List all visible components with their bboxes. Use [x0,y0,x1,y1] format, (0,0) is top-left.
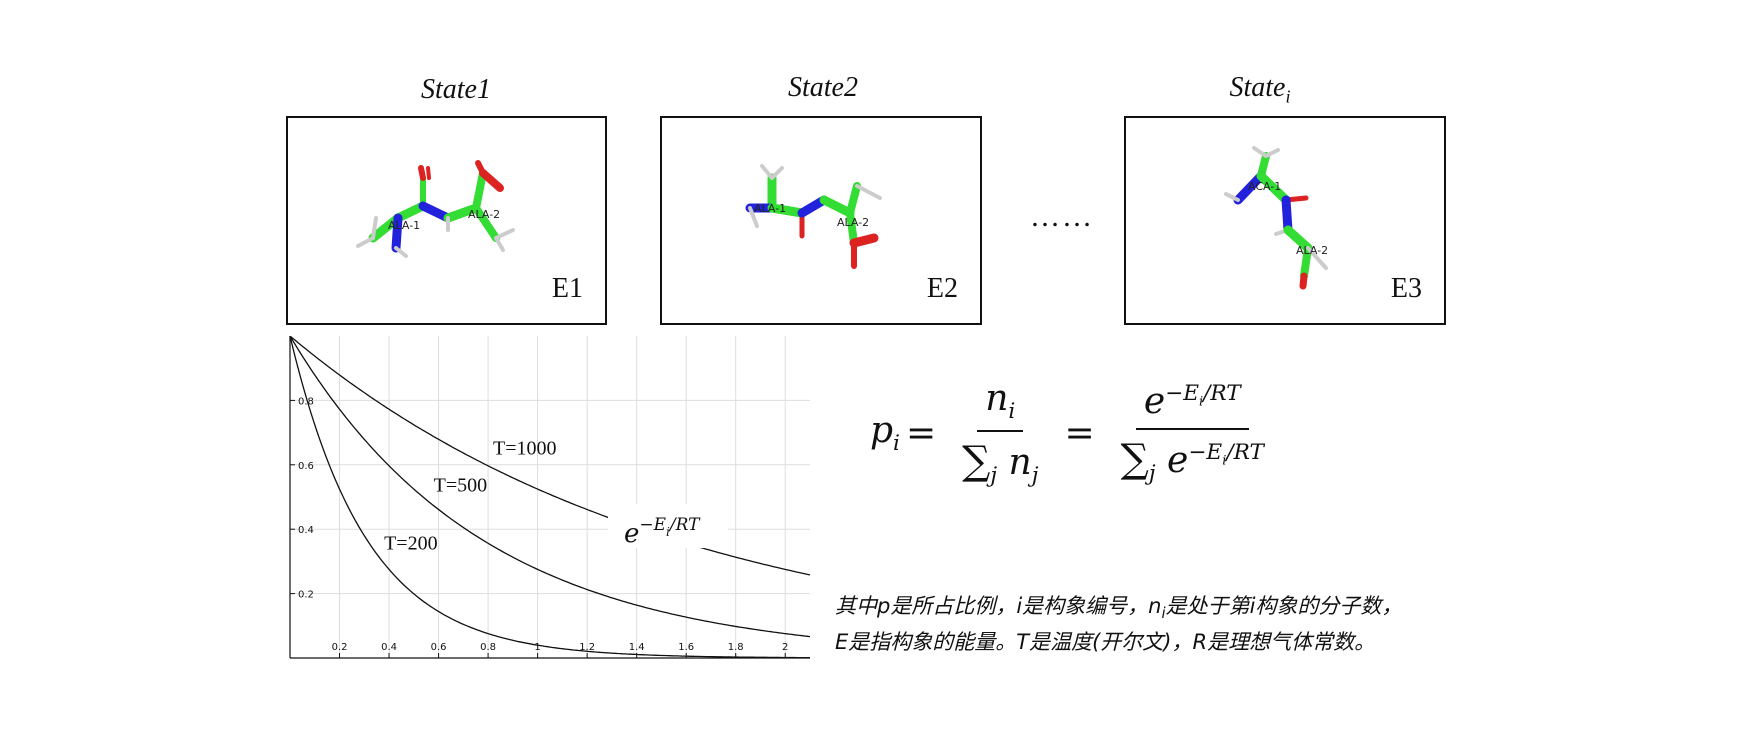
residue-label-ala2: ALA-2 [1296,244,1328,257]
state2-title-text: State2 [788,72,858,103]
state1-box: ALA-1 ALA-2 E1 [286,116,607,325]
plot-grid [290,336,810,658]
x-tick-label: 0.2 [332,642,348,653]
x-tick-label: 1 [534,642,540,653]
statei-title-sub: i [1285,86,1291,107]
plot-axes [289,336,810,659]
boltzmann-plot: 0.2 0.4 0.6 0.8 1 1.2 1.4 1.6 1.8 2 0.2 0.4 0.6 0.8 T… [289,336,811,659]
annotation-bg [608,504,728,548]
x-tick-label: 2 [782,642,788,653]
formula-fraction-counts: ni ∑j nj [954,378,1046,488]
formula-equals-1: = [905,412,937,454]
state1-title-text: State1 [421,74,491,105]
residue-label-ala2: ALA-2 [837,216,869,229]
energy-label-e3: E3 [1390,273,1422,304]
series-label-t-1000: T=1000 [493,437,557,459]
statei-title: Statei [1160,72,1360,108]
statei-title-text: State [1229,72,1286,103]
state2-title: State2 [723,72,923,104]
caption: 其中p是所占比例，i是构象编号，ni是处于第i构象的分子数， E是指构象的能量。… [835,592,1402,656]
fraction-denominator-exp: ∑j e−Ei/RT [1120,435,1264,486]
x-tick-label: 1.4 [629,642,645,653]
y-tick-label: 0.6 [298,461,314,472]
energy-label-e1: E1 [551,273,583,304]
formula-equals-2: = [1064,412,1095,454]
y-tick-label: 0.8 [298,396,314,407]
fraction-numerator-exp: e−Ei/RT [1135,381,1249,430]
x-tick-label: 0.4 [381,642,397,653]
x-tick-label: 0.8 [480,642,496,653]
formula-lhs: pi [870,410,900,457]
plot-curves [289,336,811,659]
series-label-t-500: T=500 [434,475,488,497]
fraction-denominator: ∑j nj [962,438,1039,489]
x-tick-label: 1.2 [579,642,595,653]
curve-t-200 [289,336,810,659]
series-label-t-200: T=200 [384,532,438,554]
x-tick-label: 1.6 [678,642,694,653]
residue-label-ala1: ALA-1 [388,219,420,232]
curve-t-500 [289,336,811,638]
plot-ticks: 0.2 0.4 0.6 0.8 1 1.2 1.4 1.6 1.8 2 0.2 0.4 0.6 0.8 [290,396,788,658]
y-tick-label: 0.4 [298,525,314,536]
molecule-state1: ALA-1 ALA-2 [356,160,515,258]
x-tick-label: 1.8 [728,642,744,653]
molecule-statei: ACA-1 ALA-2 [1224,146,1328,290]
curve-t-1000 [289,336,811,576]
residue-label-ala2: ALA-2 [468,208,500,221]
state1-title: State1 [356,74,556,106]
boltzmann-formula: pi = ni ∑j nj = e−Ei/RT ∑j e−Ei/RT [870,378,1284,488]
statei-box: ACA-1 ALA-2 E3 [1124,116,1446,325]
y-tick-label: 0.2 [298,590,314,601]
residue-label-aca1: ACA-1 [1248,180,1281,193]
state2-box: ALA-1 ALA-2 E2 [660,116,982,325]
molecule-state2: ALA-1 ALA-2 [745,164,882,269]
caption-line-1: 其中p是所占比例，i是构象编号，ni是处于第i构象的分子数， [835,594,1403,623]
formula-fraction-energies: e−Ei/RT ∑j e−Ei/RT [1113,381,1272,486]
caption-line-2: E是指构象的能量。T是温度(开尔文)，R是理想气体常数。 [835,630,1376,655]
x-tick-label: 0.6 [431,642,447,653]
fraction-numerator: ni [977,378,1024,433]
residue-label-ala1: ALA-1 [754,202,786,215]
energy-label-e2: E2 [926,273,958,304]
ellipsis: …… [1030,200,1094,233]
